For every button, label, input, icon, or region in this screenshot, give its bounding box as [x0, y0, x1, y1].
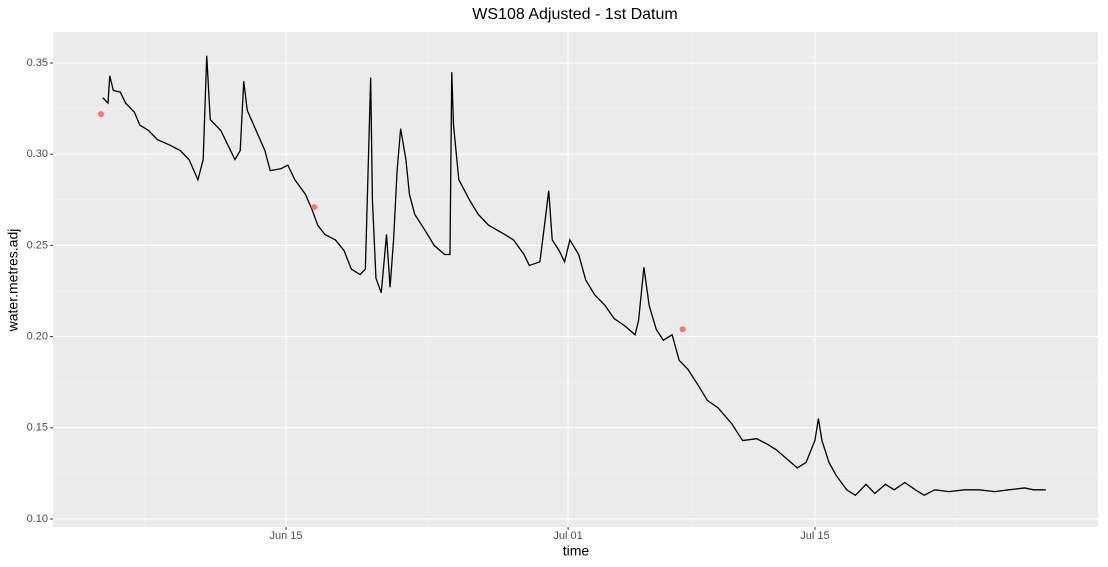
y-tick-label: 0.35 — [27, 57, 48, 69]
y-tick-label: 0.20 — [27, 330, 48, 342]
plot-panel — [53, 32, 1098, 527]
data-point — [679, 326, 686, 333]
x-tick-label: Jun 15 — [270, 530, 303, 542]
y-axis-title: water.metres.adj — [5, 229, 21, 333]
chart-title: WS108 Adjusted - 1st Datum — [472, 6, 677, 23]
y-tick-label: 0.15 — [27, 422, 48, 434]
data-point — [97, 111, 104, 118]
x-tick-label: Jul 01 — [553, 530, 582, 542]
data-point — [311, 204, 318, 211]
y-tick-label: 0.30 — [27, 148, 48, 160]
y-tick-label: 0.25 — [27, 239, 48, 251]
x-axis-title: time — [563, 543, 590, 559]
x-tick-label: Jul 15 — [800, 530, 829, 542]
grid — [53, 32, 1098, 527]
marks — [97, 55, 1046, 497]
data-line — [102, 55, 1046, 497]
y-tick-label: 0.10 — [27, 513, 48, 525]
